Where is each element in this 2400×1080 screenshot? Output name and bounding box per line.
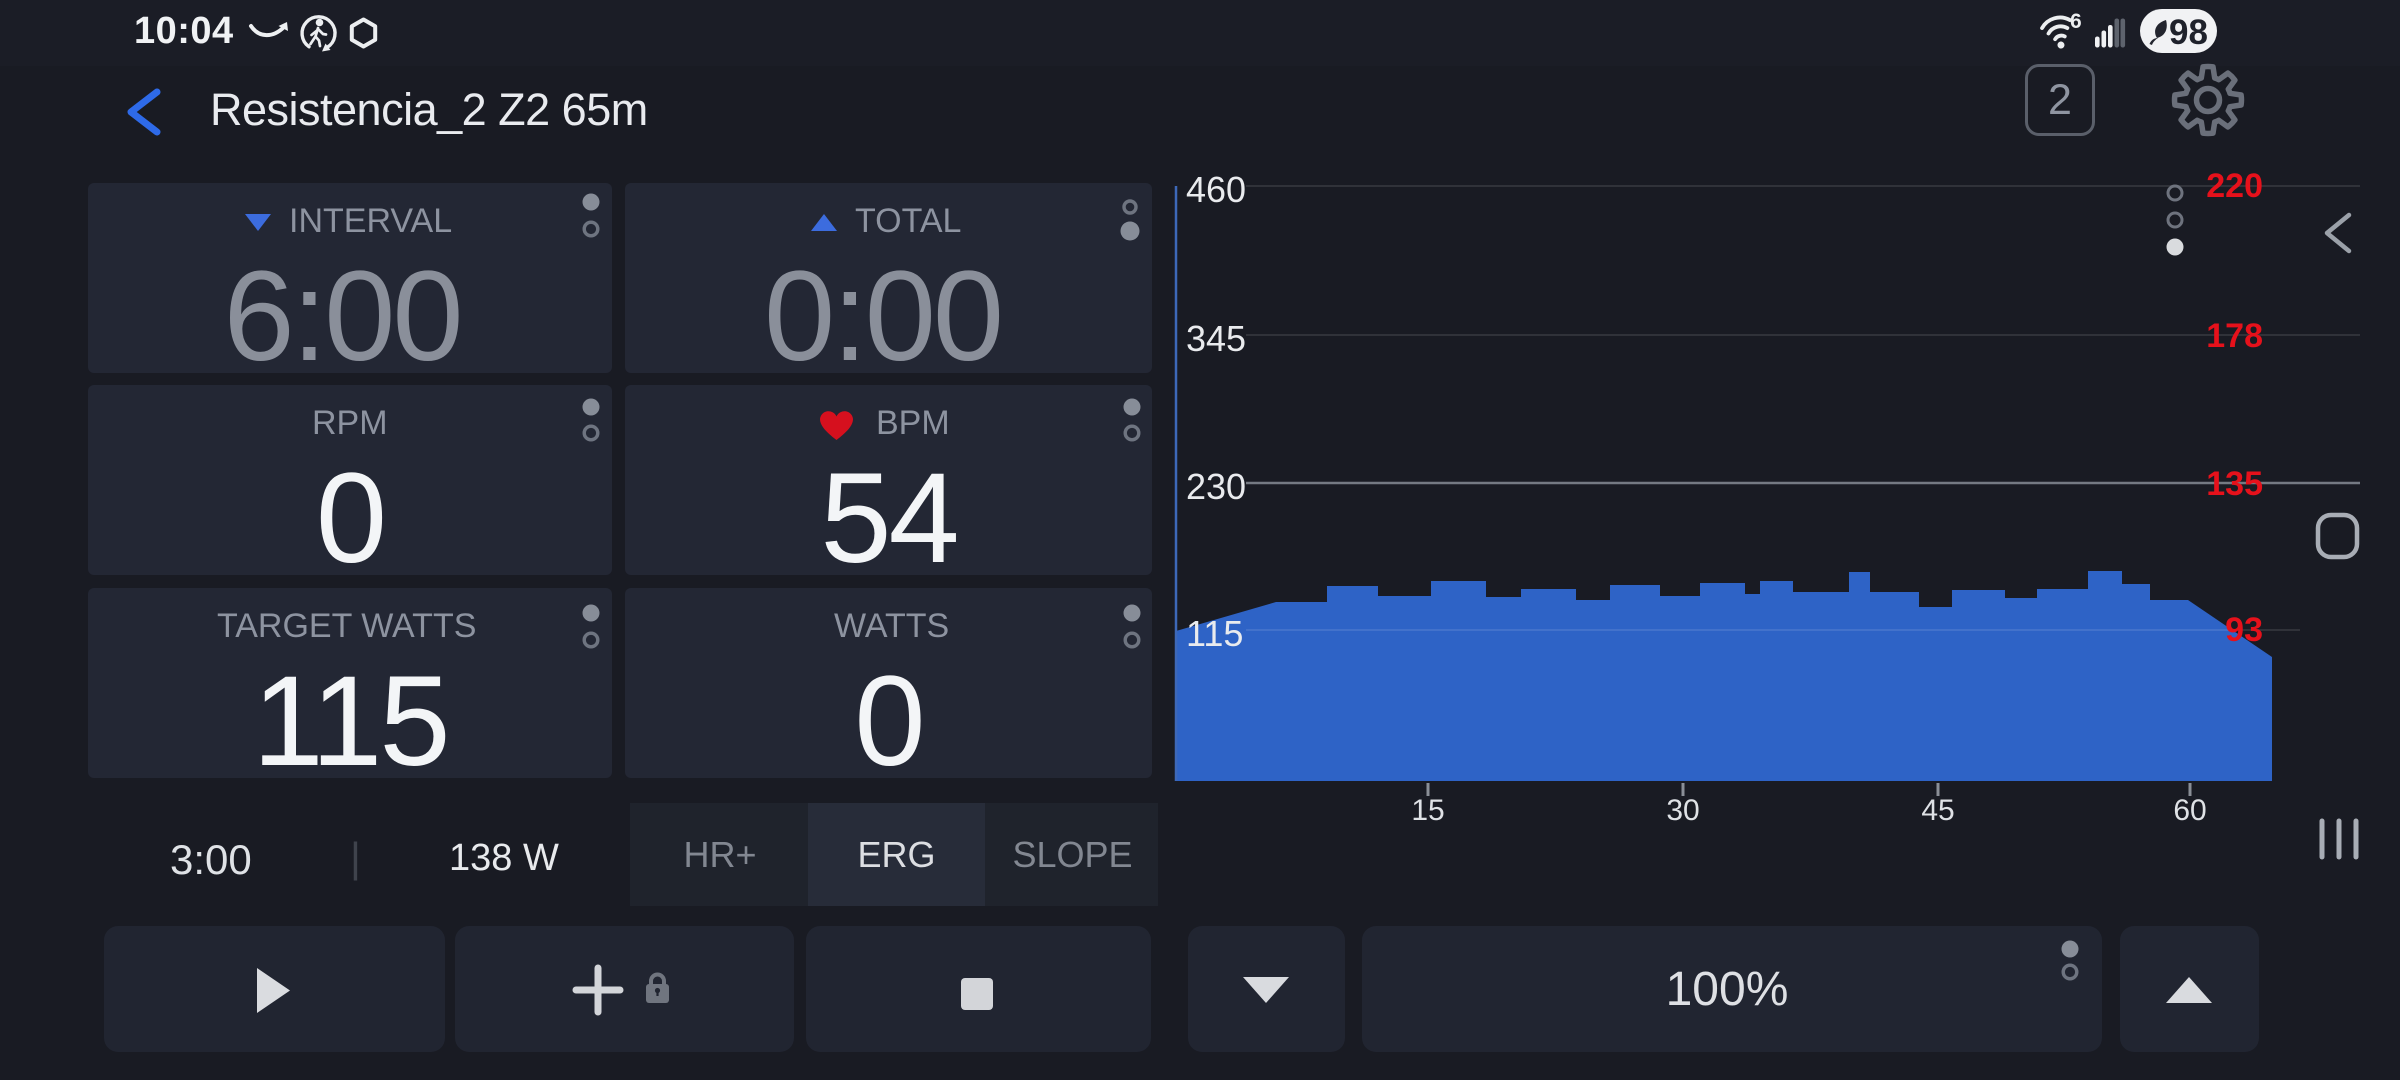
svg-text:98: 98 bbox=[2169, 13, 2208, 52]
svg-text:6: 6 bbox=[2070, 10, 2082, 33]
